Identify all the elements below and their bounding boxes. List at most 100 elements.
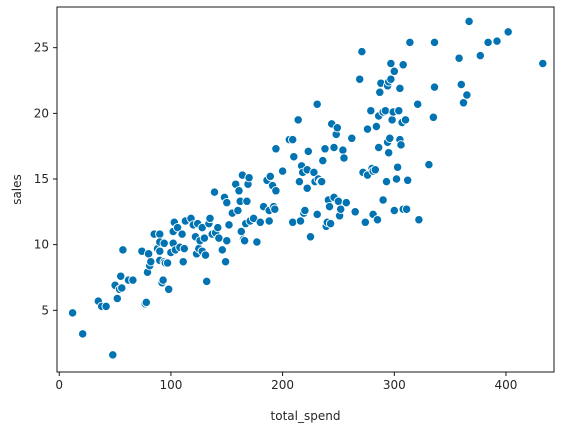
data-point (375, 87, 385, 97)
data-point (205, 213, 215, 224)
data-point (400, 115, 411, 125)
data-point (288, 134, 298, 145)
data-point (295, 216, 306, 226)
data-point (424, 159, 434, 170)
data-point (164, 284, 174, 294)
data-point (159, 238, 169, 248)
data-point (78, 329, 88, 339)
data-point (387, 115, 397, 125)
data-point (429, 82, 440, 92)
data-point (271, 144, 281, 154)
data-point (222, 236, 232, 246)
data-point (155, 246, 165, 256)
x-tick-label: 0 (55, 378, 63, 392)
data-point (158, 275, 168, 285)
data-point (155, 229, 165, 239)
data-point (302, 183, 312, 193)
data-point (389, 66, 399, 76)
data-point (341, 197, 351, 208)
data-point (355, 74, 365, 84)
data-point (141, 297, 151, 308)
data-point (338, 145, 348, 155)
data-point (386, 74, 396, 84)
data-point (384, 148, 394, 158)
y-tick-label: 20 (34, 106, 49, 120)
data-point (252, 237, 262, 247)
data-point (271, 186, 281, 196)
data-point (380, 106, 391, 116)
data-point (391, 174, 402, 184)
data-point (378, 195, 388, 205)
data-point (289, 152, 299, 162)
data-point (401, 204, 412, 214)
data-point (300, 205, 310, 216)
data-point (389, 205, 399, 216)
data-point (242, 196, 252, 206)
data-point (385, 133, 395, 143)
data-point (357, 46, 367, 57)
data-point (303, 146, 313, 157)
x-tick-label: 200 (271, 378, 294, 392)
data-point (202, 276, 212, 287)
y-tick-label: 25 (34, 41, 49, 55)
data-point (293, 115, 303, 125)
data-point (503, 27, 513, 37)
data-point (362, 124, 373, 134)
data-point (374, 142, 384, 153)
data-point (347, 133, 357, 143)
data-point (392, 162, 403, 172)
x-tick-label: 100 (159, 378, 182, 392)
data-point (318, 155, 328, 166)
data-point (456, 79, 466, 90)
data-point (197, 222, 207, 233)
data-point (200, 250, 211, 260)
data-point (366, 106, 376, 116)
data-point (162, 258, 173, 268)
data-point (222, 197, 232, 208)
data-point (67, 308, 78, 318)
x-tick-label: 300 (383, 378, 406, 392)
data-point (325, 218, 336, 229)
data-point (255, 217, 265, 227)
y-axis-ticks: 5 10 15 20 25 (34, 41, 57, 317)
data-point (178, 257, 188, 267)
data-point (458, 98, 469, 108)
data-point (332, 123, 342, 133)
data-point (324, 201, 335, 212)
data-point (220, 257, 231, 267)
data-point (398, 60, 408, 70)
data-point (108, 350, 118, 360)
data-point (233, 205, 243, 216)
data-point (492, 36, 502, 46)
data-point (333, 196, 344, 206)
data-point (336, 204, 346, 214)
data-point (209, 187, 220, 197)
data-point (475, 50, 485, 61)
data-point (381, 176, 392, 187)
data-point (224, 220, 234, 230)
data-point (128, 275, 138, 285)
data-point (483, 37, 493, 48)
data-point (172, 222, 183, 233)
data-point (199, 233, 210, 243)
data-point (118, 245, 128, 255)
data-point (294, 176, 305, 187)
x-axis-ticks: 0 100 200 300 400 (55, 372, 517, 392)
points-layer (67, 16, 548, 360)
data-point (312, 99, 322, 109)
data-point (462, 90, 472, 100)
data-point (429, 37, 440, 48)
data-point (320, 144, 330, 154)
data-point (329, 142, 339, 153)
y-tick-label: 5 (41, 303, 49, 317)
data-point (265, 171, 275, 182)
data-point (214, 233, 224, 243)
data-point (179, 243, 189, 254)
y-tick-label: 15 (34, 172, 49, 186)
x-tick-label: 400 (495, 378, 518, 392)
data-point (428, 112, 439, 122)
data-point (413, 99, 423, 109)
data-point (395, 83, 405, 94)
data-point (264, 216, 274, 226)
data-point (454, 53, 464, 63)
